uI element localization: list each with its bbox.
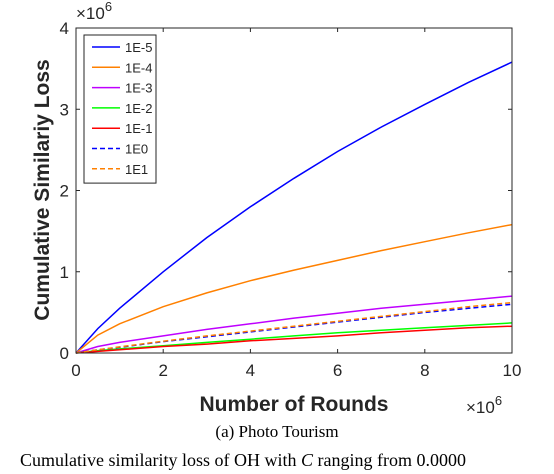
x-tick-label: 6	[333, 361, 342, 380]
y-tick-label: 1	[60, 263, 69, 282]
series-line-2	[75, 295, 513, 354]
x-tick-label: 4	[246, 361, 255, 380]
x-tick-label: 2	[158, 361, 167, 380]
x-tick-label: 10	[503, 361, 522, 380]
x-tick-label: 0	[71, 361, 80, 380]
series-line-1	[75, 223, 513, 354]
x-axis-title: Number of Rounds	[200, 393, 389, 416]
series-line-6	[75, 301, 513, 354]
legend-box	[83, 34, 157, 184]
subcaption-label: (a)	[215, 422, 235, 441]
y-tick-label: 2	[60, 182, 69, 201]
series-line-4	[75, 325, 513, 354]
legend-label-2: 1E-3	[125, 81, 152, 96]
x-multiplier: ×106	[466, 393, 502, 417]
legend: 1E-5 1E-4 1E-3 1E-2 1E-1 1E0 1E1	[83, 34, 157, 184]
figure-caption: Cumulative similarity loss of OH with C …	[20, 450, 466, 471]
y-multiplier: ×106	[76, 0, 112, 23]
subcaption: (a) Photo Tourism	[0, 422, 554, 442]
ticks-layer: 0 2 4 6 8 10 0 1 2 3 4	[60, 19, 522, 380]
y-tick-label: 0	[60, 344, 69, 363]
figure-caption-end: ranging from 0.0000	[313, 450, 466, 470]
series-layer	[75, 61, 513, 354]
legend-label-5: 1E0	[125, 142, 148, 157]
y-tick-label: 3	[60, 100, 69, 119]
legend-label-4: 1E-1	[125, 121, 152, 136]
figure-caption-var: C	[301, 450, 314, 470]
series-line-0	[75, 61, 513, 354]
legend-label-3: 1E-2	[125, 101, 152, 116]
y-axis-title: Cumulative Similariy Loss	[31, 59, 54, 320]
y-tick-label: 4	[60, 19, 69, 38]
x-tick-label: 8	[420, 361, 429, 380]
legend-label-1: 1E-4	[125, 60, 152, 75]
subcaption-text: Photo Tourism	[238, 422, 339, 441]
legend-label-0: 1E-5	[125, 40, 152, 55]
figure-caption-start: Cumulative similarity loss of OH with	[20, 450, 301, 470]
series-line-3	[75, 322, 513, 354]
legend-label-6: 1E1	[125, 162, 148, 177]
